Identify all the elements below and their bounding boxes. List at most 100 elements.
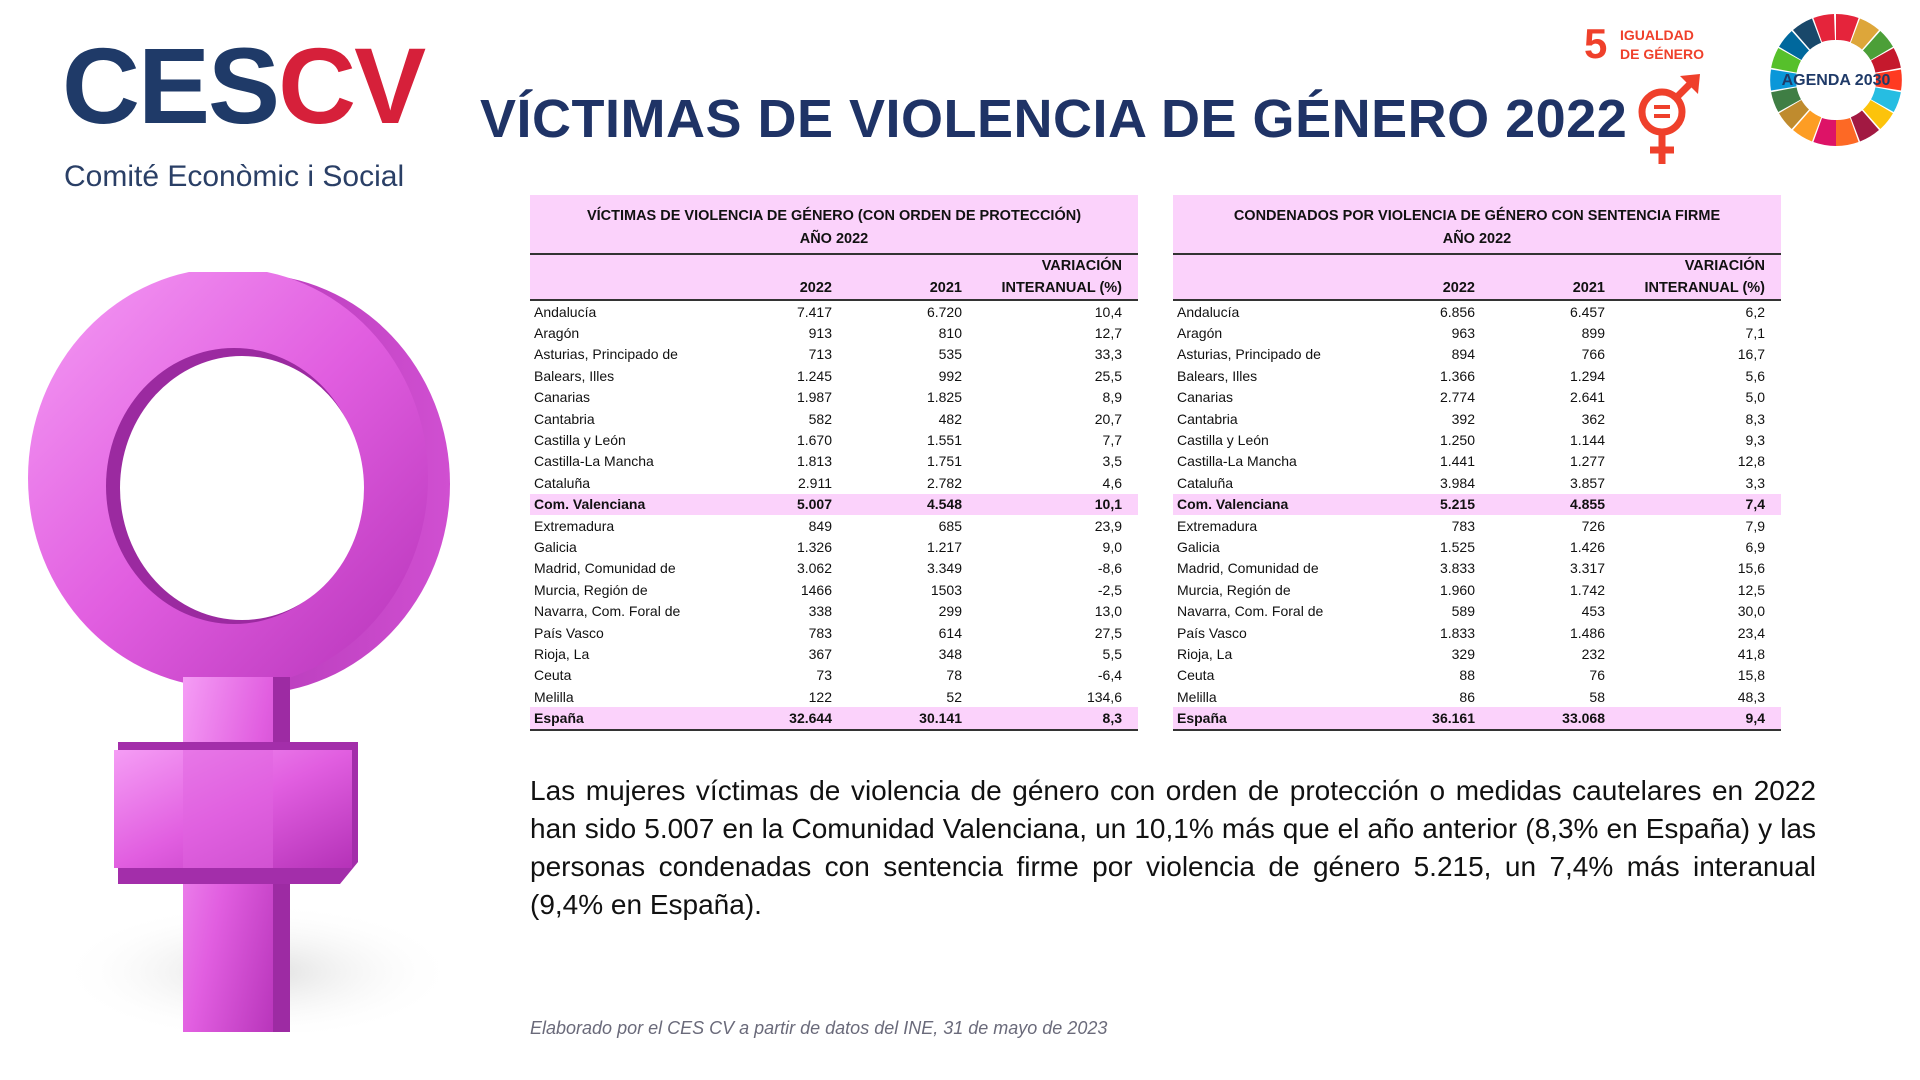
cell-region: Castilla y León — [1177, 432, 1269, 449]
table-row: Cataluña 2.911 2.782 4,6 — [530, 472, 1138, 493]
cell-2022: 1.366 — [1439, 367, 1475, 384]
cell-variation: 15,8 — [1737, 667, 1765, 684]
sdg5-label: IGUALDAD DE GÉNERO — [1620, 26, 1704, 64]
cell-variation: 41,8 — [1737, 645, 1765, 662]
table-row: Murcia, Región de 1466 1503 -2,5 — [530, 579, 1138, 600]
cell-variation: 10,4 — [1094, 303, 1122, 320]
cell-variation: 23,4 — [1737, 624, 1765, 641]
cell-2022: 5.007 — [732, 493, 848, 515]
table-row: País Vasco 783 614 27,5 — [530, 622, 1138, 643]
cell-variation: 12,7 — [1094, 325, 1122, 342]
cell-2021: 3.317 — [1569, 560, 1605, 577]
cell-variation: 8,3 — [1745, 410, 1765, 427]
table-convicted-body: Andalucía 6.856 6.457 6,2 Aragón 963 899 7,1 Ast… — [1173, 300, 1781, 731]
table-row: Castilla y León 1.250 1.144 9,3 — [1173, 429, 1781, 450]
table-row: Com. Valenciana 5.007 4.548 10,1 — [530, 493, 1138, 515]
cell-2021: 33.068 — [1491, 707, 1621, 731]
cell-2021: 1.742 — [1569, 581, 1605, 598]
cell-region: Melilla — [1177, 688, 1217, 705]
cell-2022: 1.245 — [796, 367, 832, 384]
cell-variation: 3,5 — [1102, 453, 1122, 470]
cell-variation: 33,3 — [1094, 346, 1122, 363]
cell-region: Galicia — [534, 538, 577, 555]
cell-variation: 10,1 — [978, 493, 1138, 515]
cell-2021: 1503 — [930, 581, 962, 598]
table-row: Balears, Illes 1.245 992 25,5 — [530, 365, 1138, 386]
cell-region: Ceuta — [534, 667, 572, 684]
table-victims-year: AÑO 2022 — [799, 231, 869, 247]
table-row: Navarra, Com. Foral de 338 299 13,0 — [530, 600, 1138, 621]
table-victims-title: VÍCTIMAS DE VIOLENCIA DE GÉNERO (CON ORD… — [530, 195, 1138, 255]
cell-region: Asturias, Principado de — [534, 346, 678, 363]
cell-region: Castilla-La Mancha — [1177, 453, 1297, 470]
cell-region: Com. Valenciana — [530, 493, 732, 515]
cell-2022: 5.215 — [1375, 493, 1491, 515]
cell-region: País Vasco — [534, 624, 604, 641]
cell-2022: 36.161 — [1375, 707, 1491, 731]
cell-2021: 1.144 — [1569, 432, 1605, 449]
cell-2021: 52 — [946, 688, 962, 705]
cell-2021: 535 — [938, 346, 962, 363]
cell-region: Canarias — [534, 389, 591, 406]
cell-2022: 73 — [816, 667, 832, 684]
cell-variation: 12,8 — [1737, 453, 1765, 470]
cell-2021: 482 — [938, 410, 962, 427]
table-row: Canarias 1.987 1.825 8,9 — [530, 387, 1138, 408]
cell-variation: 8,3 — [978, 707, 1138, 731]
table-row: Extremadura 849 685 23,9 — [530, 515, 1138, 536]
cell-region: Navarra, Com. Foral de — [534, 603, 681, 620]
cell-variation: 5,0 — [1745, 389, 1765, 406]
logo-ces: CES — [62, 25, 280, 146]
table-victims-title-line1: VÍCTIMAS DE VIOLENCIA DE GÉNERO (CON ORD… — [586, 208, 1082, 224]
cell-variation: 6,2 — [1745, 303, 1765, 320]
cell-2022: 367 — [808, 645, 832, 662]
cell-variation: 16,7 — [1737, 346, 1765, 363]
cell-region: Extremadura — [534, 517, 615, 534]
sdg5-badge: 5 IGUALDAD DE GÉNERO — [1580, 20, 1720, 170]
cell-region: Navarra, Com. Foral de — [1177, 603, 1324, 620]
gender-equality-icon — [1638, 74, 1700, 164]
table-row: Melilla 86 58 48,3 — [1173, 686, 1781, 707]
cell-variation: 8,9 — [1102, 389, 1122, 406]
table-row: Galicia 1.326 1.217 9,0 — [530, 536, 1138, 557]
table-row: España 36.161 33.068 9,4 — [1173, 707, 1781, 731]
cell-2022: 783 — [1451, 517, 1475, 534]
cell-variation: 7,7 — [1102, 432, 1122, 449]
table-victims-body: Andalucía 7.417 6.720 10,4 Aragón 913 810 12,7 A… — [530, 300, 1138, 731]
cell-2021: 2.782 — [926, 474, 962, 491]
cell-variation: 134,6 — [1086, 688, 1122, 705]
cell-variation: -8,6 — [1097, 560, 1122, 577]
agenda-2030-label: AGENDA 2030 — [1781, 72, 1891, 89]
cell-2021: 1.486 — [1569, 624, 1605, 641]
cell-2021: 58 — [1589, 688, 1605, 705]
cell-region: Madrid, Comunidad de — [1177, 560, 1319, 577]
source-note: Elaborado por el CES CV a partir de dato… — [530, 1018, 1108, 1038]
table-row: Cantabria 582 482 20,7 — [530, 408, 1138, 429]
col-header-2022: 2022 — [732, 277, 848, 301]
cell-2021: 614 — [938, 624, 962, 641]
cell-2022: 963 — [1451, 325, 1475, 342]
table-row: Aragón 963 899 7,1 — [1173, 322, 1781, 343]
cell-region: Cataluña — [534, 474, 591, 491]
cell-region: Cataluña — [1177, 474, 1234, 491]
cell-2021: 766 — [1581, 346, 1605, 363]
cell-2022: 338 — [808, 603, 832, 620]
table-row: Castilla y León 1.670 1.551 7,7 — [530, 429, 1138, 450]
table-row: Andalucía 7.417 6.720 10,4 — [530, 300, 1138, 322]
cell-variation: 48,3 — [1737, 688, 1765, 705]
table-row: Madrid, Comunidad de 3.833 3.317 15,6 — [1173, 558, 1781, 579]
cell-2022: 3.062 — [796, 560, 832, 577]
cescv-logo: CESCV Comité Econòmic i Social — [62, 32, 442, 198]
cell-variation: -2,5 — [1097, 581, 1122, 598]
table-row: Balears, Illes 1.366 1.294 5,6 — [1173, 365, 1781, 386]
col-header-blank — [1173, 277, 1375, 301]
cell-2022: 329 — [1451, 645, 1475, 662]
cell-2021: 1.825 — [926, 389, 962, 406]
cell-variation: 5,6 — [1745, 367, 1765, 384]
col-header-region — [1173, 255, 1375, 277]
cell-region: Andalucía — [534, 303, 597, 320]
cell-variation: 7,9 — [1745, 517, 1765, 534]
cell-region: Galicia — [1177, 538, 1220, 555]
table-row: Asturias, Principado de 894 766 16,7 — [1173, 344, 1781, 365]
sdg5-label-line2: DE GÉNERO — [1620, 46, 1705, 62]
